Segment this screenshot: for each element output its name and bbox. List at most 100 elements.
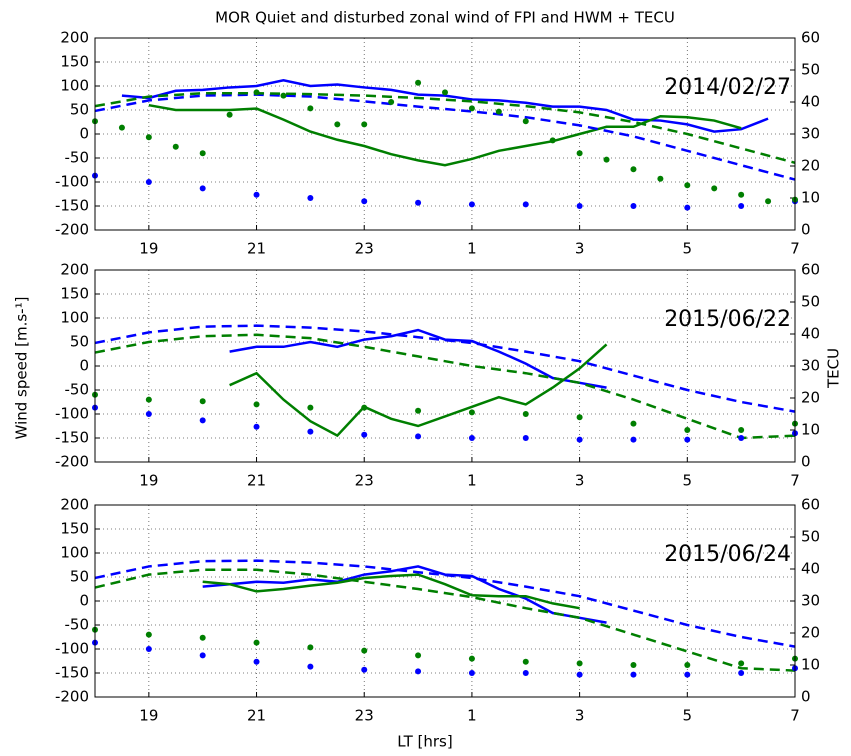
tec-point [145, 396, 152, 403]
tec-point [522, 201, 529, 208]
tec-point [522, 658, 529, 665]
tec-point [468, 670, 475, 676]
tec-point [630, 671, 637, 678]
plot-frame [94, 37, 796, 231]
y-tick-label: 200 [60, 29, 89, 47]
tec-point [415, 199, 422, 206]
y2-tick-label: 20 [801, 624, 820, 642]
y2-tick-label: 0 [801, 453, 811, 471]
tec-point [199, 652, 206, 659]
y2-tick-label: 10 [801, 421, 820, 439]
tec-point [738, 427, 745, 433]
tec-point [468, 201, 475, 208]
tec-point [684, 436, 691, 443]
tec-point [576, 414, 583, 421]
tec-point [199, 417, 206, 424]
tec-point [684, 182, 691, 189]
y2-tick-label: 0 [801, 688, 811, 706]
x-tick-label: 23 [355, 707, 374, 725]
tec-point [145, 134, 152, 141]
x-tick-label: 1 [467, 240, 477, 258]
x-tick-label: 3 [575, 240, 585, 258]
tec-point [361, 121, 368, 128]
x-tick-label: 21 [247, 240, 266, 258]
x-tick-label: 1 [467, 472, 477, 490]
y-tick-label: 0 [79, 592, 89, 610]
tec-point [307, 195, 314, 201]
x-tick-label: 5 [683, 240, 693, 258]
x-tick-label: 3 [575, 707, 585, 725]
panel-annotation: 2015/06/22 [664, 307, 791, 332]
fpi-line [229, 343, 608, 438]
tec-point [226, 111, 233, 118]
x-tick-label: 1 [467, 707, 477, 725]
hwm-line [94, 559, 796, 648]
y-tick-label: -200 [55, 453, 89, 471]
y-tick-label: 50 [70, 333, 89, 351]
y2-tick-label: 60 [801, 261, 820, 279]
y2-tick-label: 30 [801, 592, 820, 610]
x-tick-label: 5 [683, 472, 693, 490]
tec-point [468, 655, 475, 662]
tec-point [576, 671, 583, 678]
tec-point [684, 204, 691, 211]
tec-point [199, 634, 206, 641]
fpi-line [202, 573, 580, 610]
fpi-line [121, 78, 769, 133]
x-tick-label: 3 [575, 472, 585, 490]
tec-point [307, 663, 314, 670]
tec-point [361, 647, 368, 654]
y-tick-label: 150 [60, 520, 89, 538]
tec-point [522, 670, 529, 676]
y2-tick-label: 20 [801, 389, 820, 407]
tec-point [576, 203, 583, 209]
tec-point [657, 175, 664, 182]
tec-point [307, 428, 314, 435]
y-axis-label: Wind speed [m.s-¹] [13, 297, 31, 440]
y-tick-label: -150 [55, 664, 89, 682]
tec-point [468, 105, 475, 112]
tec-point [684, 671, 691, 678]
tec-point [468, 435, 475, 441]
tec-point [307, 644, 314, 651]
plot-frame [94, 269, 796, 463]
y-tick-label: -150 [55, 429, 89, 447]
tec-point [576, 436, 583, 443]
tec-point [145, 179, 152, 185]
tec-point [145, 411, 152, 417]
tec-point [603, 156, 610, 163]
hwm-line [94, 333, 796, 440]
hwm-line [94, 324, 796, 413]
y-tick-label: 100 [60, 544, 89, 562]
figure-title: MOR Quiet and disturbed zonal wind of FP… [215, 9, 675, 27]
panel-annotation: 2015/06/24 [664, 542, 791, 567]
x-tick-label: 7 [790, 707, 800, 725]
y-tick-label: -200 [55, 688, 89, 706]
hwm-line [94, 568, 796, 672]
tec-point [172, 143, 179, 150]
tec-point [495, 108, 502, 115]
y2-axis-label: TECU [825, 348, 843, 389]
plot-frame [94, 504, 796, 698]
x-tick-label: 5 [683, 707, 693, 725]
tec-point [711, 185, 718, 192]
tec-point [280, 92, 287, 99]
y-tick-label: 100 [60, 77, 89, 95]
y-tick-label: 0 [79, 357, 89, 375]
y2-tick-label: 10 [801, 656, 820, 674]
y-tick-label: 50 [70, 101, 89, 119]
y2-tick-label: 20 [801, 157, 820, 175]
hwm-line [94, 93, 796, 181]
y-tick-label: 150 [60, 53, 89, 71]
y2-tick-label: 40 [801, 560, 820, 578]
tec-point [522, 411, 529, 417]
tec-point [307, 404, 314, 411]
y-tick-label: -50 [65, 616, 90, 634]
tec-point [415, 668, 422, 675]
tec-point [253, 89, 260, 96]
fpi-line [229, 328, 607, 389]
y-tick-label: -50 [65, 381, 90, 399]
tec-point [522, 118, 529, 125]
y-tick-label: -100 [55, 640, 89, 658]
